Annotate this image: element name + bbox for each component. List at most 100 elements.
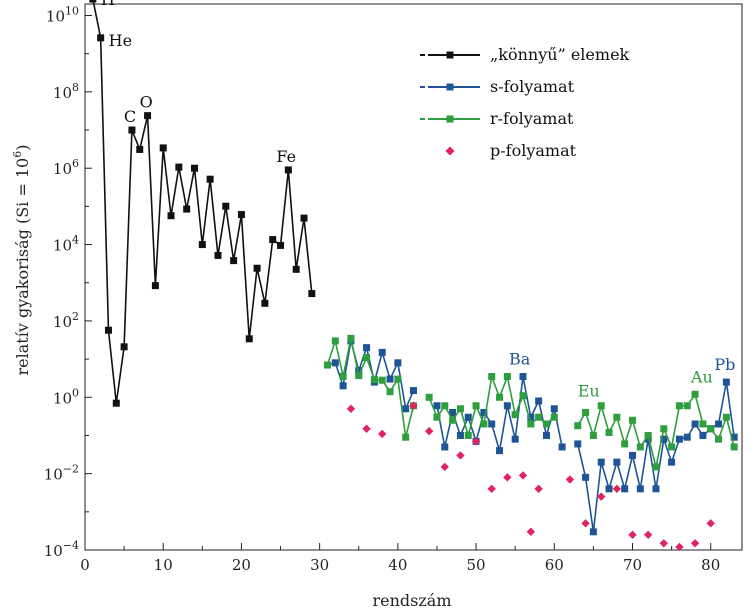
data-point xyxy=(589,528,597,536)
data-point xyxy=(715,420,723,428)
data-point xyxy=(300,214,308,222)
data-point xyxy=(394,359,402,367)
point-annotation: Ba xyxy=(509,350,531,369)
legend-label: r-folyamat xyxy=(490,109,574,128)
y-tick-label: 108 xyxy=(53,81,79,102)
data-point xyxy=(652,463,660,471)
data-point xyxy=(424,426,434,436)
data-point xyxy=(89,0,97,3)
series-line xyxy=(92,0,313,404)
x-tick-label: 40 xyxy=(388,556,407,574)
data-point xyxy=(370,376,378,384)
data-point xyxy=(456,451,465,460)
data-point xyxy=(597,458,605,466)
data-point xyxy=(629,451,636,459)
data-point xyxy=(668,458,676,466)
data-point xyxy=(675,542,684,552)
legend-gap xyxy=(425,53,428,57)
y-tick-base: 10 xyxy=(44,466,63,484)
y-axis-label-sup: 6 xyxy=(11,151,24,158)
point-annotation: Au xyxy=(690,367,713,386)
series-line xyxy=(326,337,415,439)
data-point xyxy=(230,257,238,265)
data-point xyxy=(683,433,691,441)
point-annotation: O xyxy=(140,93,153,112)
x-tick-label: 60 xyxy=(545,556,564,574)
y-tick-exponent: 8 xyxy=(72,81,79,94)
y-tick-label: 104 xyxy=(53,234,79,255)
data-point xyxy=(386,388,394,396)
data-point xyxy=(410,387,417,395)
data-point xyxy=(308,290,316,298)
data-point xyxy=(730,433,738,441)
legend: „könnyű” elemek s-folyamat r-folyamat p-fol… xyxy=(420,45,630,160)
axes: 0 10 20 30 40 50 60 70 8010−410−2100102104106108… xyxy=(44,3,743,574)
data-point xyxy=(644,435,652,443)
y-tick-exponent: 0 xyxy=(72,386,79,399)
legend-item: „könnyű” elemek xyxy=(420,45,630,64)
data-point xyxy=(464,413,472,421)
data-point xyxy=(191,164,198,172)
data-point xyxy=(183,205,191,213)
y-tick-label: 100 xyxy=(53,386,79,407)
data-point xyxy=(363,344,371,352)
y-tick-base: 10 xyxy=(46,7,65,25)
data-point xyxy=(503,473,512,482)
y-tick-exponent: −2 xyxy=(63,463,79,476)
legend-marker xyxy=(446,83,454,91)
data-point xyxy=(605,485,613,493)
y-tick-base: 10 xyxy=(53,160,72,178)
legend-label: p-folyamat xyxy=(490,141,577,160)
data-point xyxy=(503,402,511,410)
y-tick-base: 10 xyxy=(53,313,72,331)
data-point xyxy=(691,420,699,428)
y-tick-label: 10−4 xyxy=(44,539,79,560)
legend-gap xyxy=(425,85,428,89)
data-point xyxy=(542,420,550,428)
y-tick-label: 102 xyxy=(53,310,79,331)
data-point xyxy=(511,435,519,443)
data-point xyxy=(409,401,418,410)
data-point xyxy=(104,326,112,334)
data-point xyxy=(550,405,558,413)
legend-label: s-folyamat xyxy=(490,77,575,96)
data-point xyxy=(574,440,582,448)
data-point xyxy=(487,484,496,494)
data-point xyxy=(503,373,511,381)
y-tick-base: 10 xyxy=(53,389,72,407)
data-point xyxy=(331,337,339,345)
legend-marker xyxy=(445,146,455,156)
y-tick-label: 10−2 xyxy=(44,463,79,484)
data-point xyxy=(612,484,622,494)
data-point xyxy=(339,382,347,390)
data-point xyxy=(659,539,668,548)
data-point xyxy=(581,519,590,528)
y-axis-label-main: relatív gyakoriság (Si = 10 xyxy=(13,158,32,376)
data-point xyxy=(159,144,167,152)
point-annotation: H xyxy=(101,0,115,9)
data-point xyxy=(198,241,206,249)
data-point xyxy=(675,402,683,410)
data-point xyxy=(144,112,152,120)
data-point xyxy=(535,397,543,405)
data-point xyxy=(97,34,105,42)
data-point xyxy=(526,527,536,536)
data-point xyxy=(597,402,605,410)
data-point xyxy=(362,424,371,433)
data-point xyxy=(668,443,676,451)
series-2 xyxy=(323,334,738,471)
data-point xyxy=(519,392,527,400)
data-point xyxy=(527,420,535,428)
y-tick-exponent: 4 xyxy=(72,234,79,247)
data-point xyxy=(628,530,637,540)
data-point xyxy=(621,485,629,493)
data-point xyxy=(496,393,504,401)
data-point xyxy=(355,372,363,380)
data-point xyxy=(347,334,355,342)
data-point xyxy=(488,373,496,381)
data-point xyxy=(629,416,636,424)
y-axis-label: relatív gyakoriság (Si = 106) xyxy=(11,145,32,376)
data-point xyxy=(245,335,253,343)
point-annotation: C xyxy=(124,107,136,126)
data-point xyxy=(253,264,261,272)
